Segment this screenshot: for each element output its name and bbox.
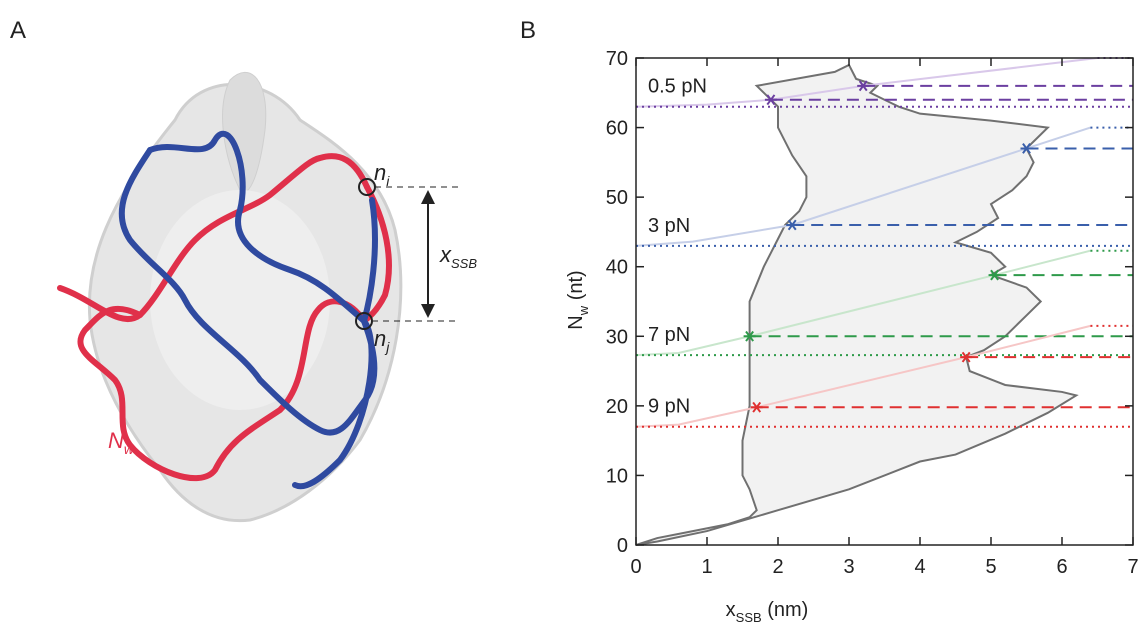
label-main: n xyxy=(374,326,386,351)
red-ribbon xyxy=(57,153,370,323)
panel-label: B xyxy=(520,17,536,44)
x-tick-label: 0 xyxy=(630,556,641,578)
x-tick-label: 4 xyxy=(914,556,925,578)
label-sub: j xyxy=(384,339,390,355)
x-tick-label: 5 xyxy=(985,556,996,578)
y-tick-label: 50 xyxy=(606,187,628,209)
plot: 0.5 pN3 pN7 pN9 pN0 1 2 3 4 5 6 701020304050607… xyxy=(606,48,1139,578)
site-label: ni xyxy=(374,160,390,189)
blue-ribbon xyxy=(147,130,378,327)
label-main: N xyxy=(565,315,587,329)
star-marker xyxy=(743,330,756,342)
y-tick-label: 20 xyxy=(606,396,628,418)
star-marker xyxy=(764,94,777,106)
x-tick-label: 3 xyxy=(843,556,854,578)
panel-label: A xyxy=(10,17,26,44)
axes-frame xyxy=(635,57,1134,546)
blue-ribbon xyxy=(118,147,378,490)
nw-label: Nw xyxy=(108,428,135,457)
x-tick-label: 6 xyxy=(1056,556,1067,578)
label-main: n xyxy=(374,160,386,185)
label-main: x xyxy=(726,599,736,621)
accessible-region xyxy=(635,63,1079,546)
force-label: 3 pN xyxy=(648,215,690,237)
y-axis-label: Nw (nt) xyxy=(565,270,591,329)
x-axis-label: xSSB (nm) xyxy=(726,599,809,625)
label-sub: SSB xyxy=(451,256,477,271)
label-sub: SSB xyxy=(736,610,762,625)
y-tick-label: 70 xyxy=(606,48,628,70)
y-tick-label: 30 xyxy=(606,326,628,348)
label-main: x xyxy=(439,242,452,267)
y-tick-label: 40 xyxy=(606,257,628,279)
force-label: 9 pN xyxy=(648,396,690,418)
force-label: 0.5 pN xyxy=(648,76,707,98)
star-marker xyxy=(857,80,870,92)
star-marker xyxy=(1020,143,1033,154)
star-marker xyxy=(988,269,1001,281)
x-tick-label: 2 xyxy=(772,556,783,578)
protein-surface xyxy=(87,71,403,523)
y-tick-label: 10 xyxy=(606,465,628,487)
arrow-heads xyxy=(421,190,435,318)
ribbons xyxy=(57,130,392,490)
label-sub: i xyxy=(386,173,390,189)
site-label: nj xyxy=(374,326,390,355)
surface-core xyxy=(150,190,330,410)
x-tick-label: 1 xyxy=(701,556,712,578)
red-ribbon xyxy=(77,184,392,482)
label-sub: w xyxy=(576,305,591,316)
star-marker xyxy=(786,219,799,231)
force-label: 7 pN xyxy=(648,324,690,346)
label-main: N xyxy=(108,428,124,453)
distance-label: xSSB xyxy=(439,242,477,271)
y-tick-label: 60 xyxy=(606,118,628,140)
label-unit: (nm) xyxy=(762,599,809,621)
star-marker xyxy=(750,401,763,413)
x-tick-label: 7 xyxy=(1127,556,1138,578)
label-unit: (nt) xyxy=(565,270,587,306)
y-tick-label: 0 xyxy=(617,535,628,557)
label-sub: w xyxy=(124,441,135,457)
star-marker xyxy=(960,351,973,363)
